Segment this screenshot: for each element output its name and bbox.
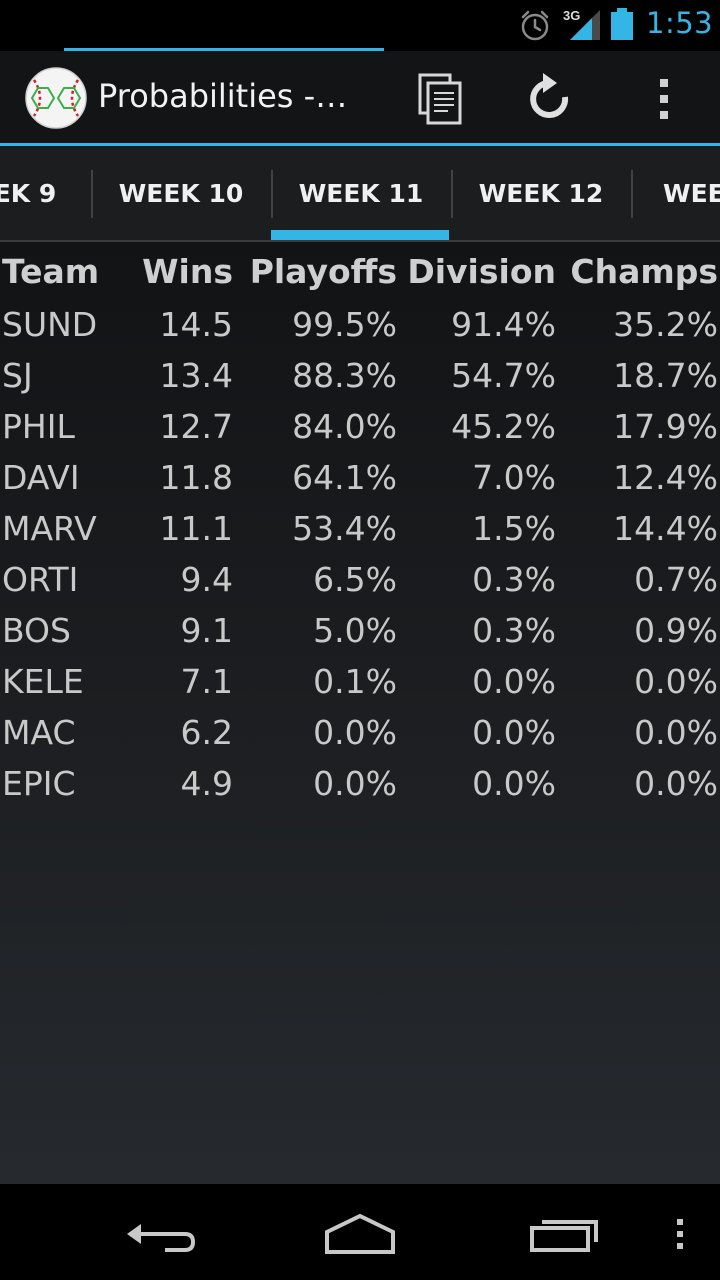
champs-cell: 0.0% [634,713,718,752]
division-cell: 45.2% [451,407,556,446]
wins-cell: 12.7 [159,407,233,446]
division-cell: 54.7% [451,356,556,395]
baseball-icon[interactable] [24,66,88,130]
tab-divider [631,170,633,218]
copy-icon[interactable] [408,67,472,131]
playoffs-cell: 0.0% [313,764,397,803]
tab-week-13[interactable]: WEE [663,178,720,208]
home-icon[interactable] [315,1204,405,1260]
team-cell: PHIL [2,407,75,446]
overflow-menu-icon[interactable] [632,67,696,131]
selected-tab-indicator [271,230,449,240]
table-row: KELE 7.1 0.1% 0.0% 0.0% [0,656,720,707]
playoffs-cell: 0.0% [313,713,397,752]
table-row: ORTI 9.4 6.5% 0.3% 0.7% [0,554,720,605]
probabilities-table: Team Wins Playoffs Division Champs SUND 1… [0,242,720,809]
champs-cell: 12.4% [613,458,718,497]
champs-cell: 14.4% [613,509,718,548]
wins-cell: 9.1 [180,611,233,650]
action-bar: Probabilities -… [0,51,720,144]
champs-cell: 0.7% [634,560,718,599]
probabilities-content[interactable]: Team Wins Playoffs Division Champs SUND 1… [0,242,720,1184]
refresh-icon[interactable] [519,67,583,131]
table-row: SUND 14.5 99.5% 91.4% 35.2% [0,299,720,350]
table-row: EPIC 4.9 0.0% 0.0% 0.0% [0,758,720,809]
tab-divider [451,170,453,218]
column-header-wins: Wins [142,252,233,291]
back-icon[interactable] [115,1204,205,1260]
column-header-playoffs: Playoffs [249,252,397,291]
alarm-icon [521,10,549,41]
page-title: Probabilities -… [98,77,348,115]
signal-icon [570,10,600,40]
tab-week-12[interactable]: WEEK 12 [478,178,604,208]
wins-cell: 9.4 [180,560,233,599]
battery-icon [611,8,633,40]
tab-week-9[interactable]: EK 9 [0,178,57,208]
table-row: SJ 13.4 88.3% 54.7% 18.7% [0,350,720,401]
loading-progress-line [64,48,384,51]
division-cell: 7.0% [472,458,556,497]
wins-cell: 6.2 [180,713,233,752]
tab-week-11[interactable]: WEEK 11 [298,178,424,208]
division-cell: 0.3% [472,611,556,650]
tab-week-10[interactable]: WEEK 10 [118,178,244,208]
champs-cell: 35.2% [613,305,718,344]
system-nav-bar [0,1184,720,1280]
team-cell: DAVI [2,458,80,497]
table-row: BOS 9.1 5.0% 0.3% 0.9% [0,605,720,656]
status-bar: 3G 1:53 [0,0,720,50]
team-cell: BOS [2,611,71,650]
wins-cell: 7.1 [180,662,233,701]
column-header-team: Team [2,252,100,291]
champs-cell: 17.9% [613,407,718,446]
team-cell: SJ [2,356,33,395]
wins-cell: 14.5 [159,305,233,344]
playoffs-cell: 64.1% [292,458,397,497]
division-cell: 0.0% [472,713,556,752]
team-cell: MAC [2,713,76,752]
table-row: MARV 11.1 53.4% 1.5% 14.4% [0,503,720,554]
division-cell: 0.3% [472,560,556,599]
playoffs-cell: 88.3% [292,356,397,395]
network-type-label: 3G [563,8,581,23]
team-cell: KELE [2,662,84,701]
column-header-division: Division [407,252,556,291]
playoffs-cell: 0.1% [313,662,397,701]
action-bar-border [0,143,720,146]
playoffs-cell: 53.4% [292,509,397,548]
playoffs-cell: 84.0% [292,407,397,446]
playoffs-cell: 99.5% [292,305,397,344]
champs-cell: 0.0% [634,662,718,701]
menu-icon[interactable] [660,1204,700,1260]
wins-cell: 11.8 [159,458,233,497]
tab-divider [91,170,93,218]
team-cell: MARV [2,509,97,548]
wins-cell: 13.4 [159,356,233,395]
tab-divider [271,170,273,218]
table-row: MAC 6.2 0.0% 0.0% 0.0% [0,707,720,758]
column-header-champs: Champs [570,252,718,291]
recents-icon[interactable] [518,1204,608,1260]
table-row: PHIL 12.7 84.0% 45.2% 17.9% [0,401,720,452]
wins-cell: 4.9 [180,764,233,803]
wins-cell: 11.1 [159,509,233,548]
team-cell: EPIC [2,764,76,803]
team-cell: ORTI [2,560,79,599]
playoffs-cell: 5.0% [313,611,397,650]
champs-cell: 0.9% [634,611,718,650]
playoffs-cell: 6.5% [313,560,397,599]
table-row: DAVI 11.8 64.1% 7.0% 12.4% [0,452,720,503]
division-cell: 0.0% [472,764,556,803]
division-cell: 1.5% [472,509,556,548]
champs-cell: 18.7% [613,356,718,395]
status-clock: 1:53 [646,6,714,40]
week-tab-strip: EK 9 WEEK 10 WEEK 11 WEEK 12 WEE [0,146,720,242]
division-cell: 91.4% [451,305,556,344]
table-header-row: Team Wins Playoffs Division Champs [0,246,720,299]
division-cell: 0.0% [472,662,556,701]
team-cell: SUND [2,305,98,344]
champs-cell: 0.0% [634,764,718,803]
